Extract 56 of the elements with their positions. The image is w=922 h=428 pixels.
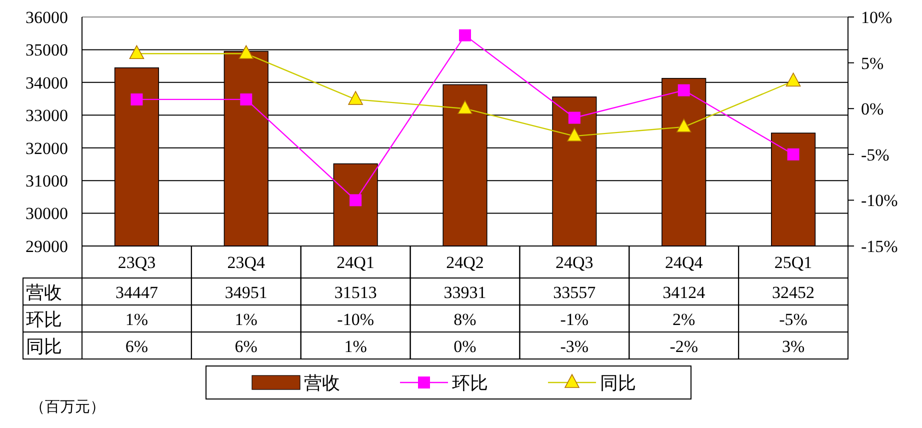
x-tick-label: 23Q3 <box>118 252 156 272</box>
data-label: 1% <box>344 336 367 356</box>
data-label: 34951 <box>224 282 268 302</box>
point <box>568 112 580 124</box>
data-label: 3% <box>782 336 805 356</box>
y2-tick-label: -5% <box>861 145 890 164</box>
legend-label: 同比 <box>600 372 636 393</box>
data-label: -10% <box>337 310 374 329</box>
x-tick-label: 23Q4 <box>227 252 266 272</box>
y-tick-label: 30000 <box>26 204 68 224</box>
x-tick-label: 24Q2 <box>446 252 484 272</box>
text: 营收 <box>26 282 62 302</box>
data-label: 31513 <box>334 282 377 302</box>
y2-tick-label: -15% <box>861 236 898 256</box>
y-tick-label: 29000 <box>26 236 68 256</box>
data-label: 0% <box>454 336 476 356</box>
point <box>787 148 800 160</box>
data-label: 33557 <box>553 282 596 302</box>
data-label: 34124 <box>662 282 706 302</box>
x-tick-label: 24Q1 <box>336 252 374 272</box>
x-tick-label: 25Q1 <box>774 252 812 272</box>
data-label: -3% <box>560 336 589 356</box>
y-tick-label: 33000 <box>26 106 68 126</box>
point <box>459 29 471 42</box>
point <box>350 194 362 206</box>
y-tick-label: 34000 <box>26 73 68 92</box>
y2-tick-label: 0% <box>861 100 884 119</box>
y-tick-label: 32000 <box>26 138 68 158</box>
data-label: 6% <box>234 336 258 356</box>
text: 同比 <box>26 336 62 356</box>
data-label: 34447 <box>115 282 158 302</box>
data-label: -2% <box>670 336 698 356</box>
point <box>240 93 252 106</box>
x-tick-label: 24Q4 <box>664 252 704 272</box>
y2-tick-label: 5% <box>861 54 884 73</box>
y-tick-label: 31000 <box>26 172 68 191</box>
y-tick-label: 36000 <box>26 8 68 27</box>
data-label: 2% <box>672 310 696 329</box>
data-label: 33931 <box>444 282 486 302</box>
point <box>678 84 690 96</box>
data-label: 32452 <box>772 282 815 302</box>
y2-tick-label: 10% <box>861 8 892 27</box>
point <box>130 93 143 106</box>
x-tick-label: 24Q3 <box>556 252 594 272</box>
text: （百万元） <box>30 399 105 416</box>
data-label: -1% <box>560 310 589 329</box>
data-label: 8% <box>454 310 476 329</box>
data-label: -5% <box>779 310 808 329</box>
data-label: 1% <box>234 310 258 329</box>
data-label: 1% <box>125 310 148 329</box>
data-label: 6% <box>125 336 148 356</box>
legend-label: 环比 <box>452 372 488 393</box>
y-tick-label: 35000 <box>26 40 68 60</box>
y2-tick-label: -10% <box>861 191 898 210</box>
text: 环比 <box>26 309 62 330</box>
legend-label: 营收 <box>304 372 340 393</box>
